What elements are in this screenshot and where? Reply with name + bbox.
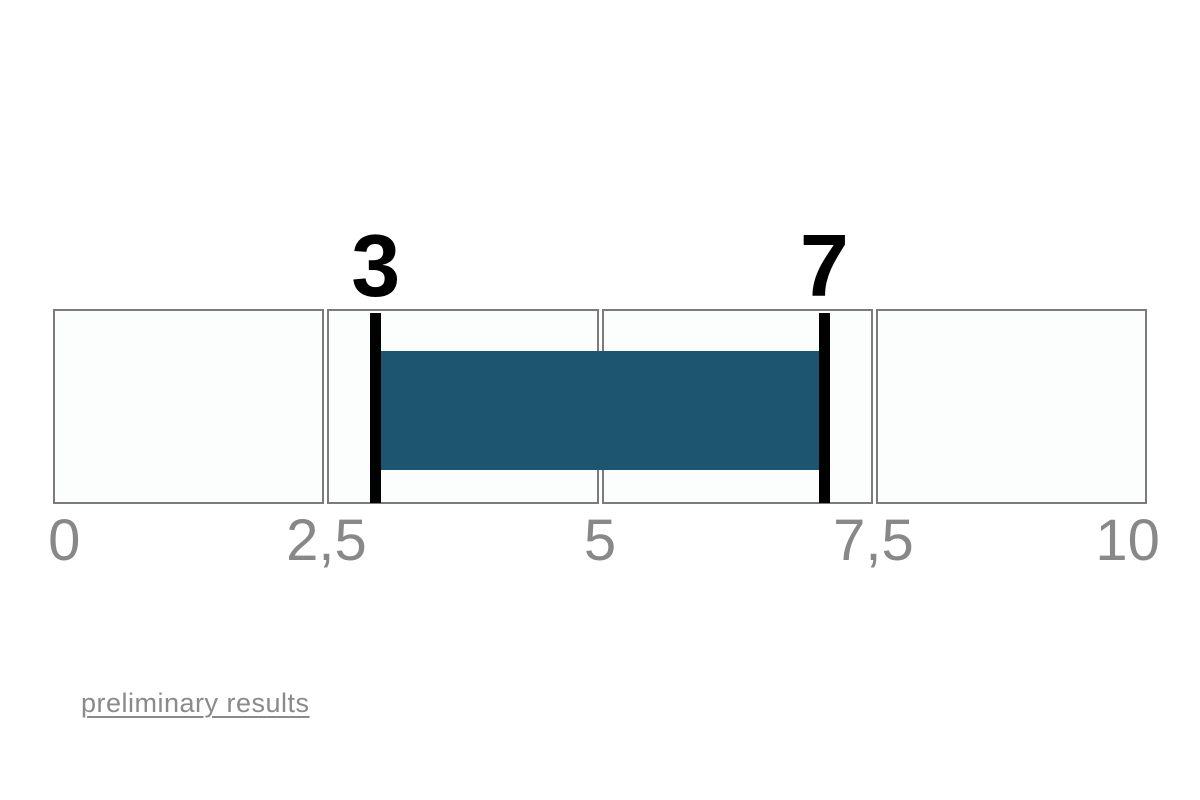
scale-cell-1 xyxy=(53,309,325,504)
axis-tick-2-5: 2,5 xyxy=(286,508,367,573)
range-start-label: 3 xyxy=(351,216,401,315)
range-end-label: 7 xyxy=(799,216,849,315)
axis-tick-0: 0 xyxy=(48,508,81,573)
axis-tick-5: 5 xyxy=(583,508,617,573)
axis-tick-7-5: 7,5 xyxy=(833,508,914,573)
range-bar xyxy=(381,350,819,470)
preliminary-results-link[interactable]: preliminary results xyxy=(81,688,310,718)
axis-tick-10: 10 xyxy=(1095,508,1160,573)
range-start-marker xyxy=(370,312,382,504)
range-gauge: 3 7 xyxy=(53,222,1147,504)
axis-tick-row: 0 2,5 5 7,5 10 xyxy=(48,508,1160,592)
scale-cell-4 xyxy=(875,309,1147,504)
range-end-marker xyxy=(818,312,830,504)
